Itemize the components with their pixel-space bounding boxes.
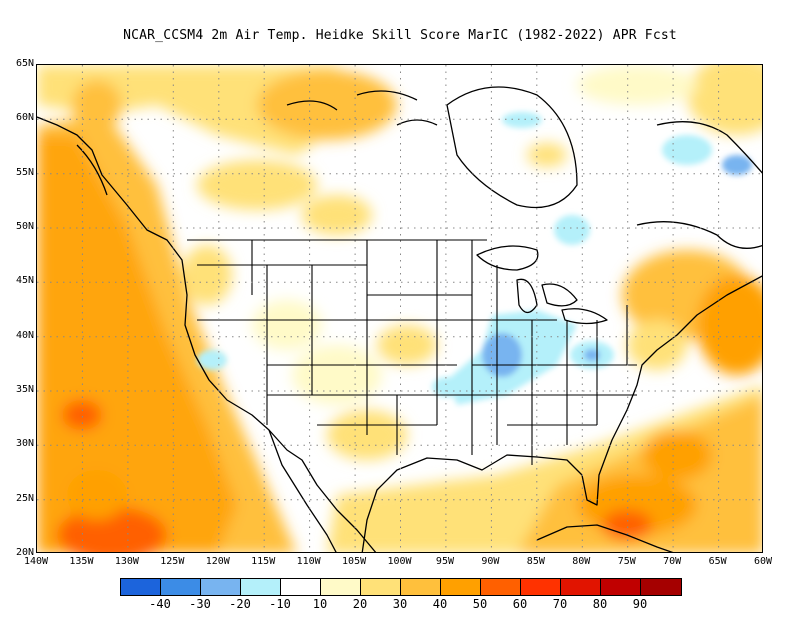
- lon-tick-label: 110W: [296, 556, 321, 567]
- colorbar: [120, 578, 682, 596]
- colorbar-label: 90: [632, 597, 648, 611]
- coastlines: [37, 86, 762, 552]
- lat-tick-label: 65N: [15, 58, 34, 69]
- lon-tick-label: 90W: [481, 556, 500, 567]
- lat-tick-label: 45N: [15, 275, 34, 287]
- lon-tick-label: 65W: [708, 556, 727, 567]
- lat-tick-label: 35N: [15, 383, 34, 395]
- lon-tick-label: 60W: [754, 556, 773, 567]
- colorbar-label: 60: [512, 597, 528, 611]
- colorbar-swatch: [641, 579, 681, 595]
- colorbar-swatch: [361, 579, 401, 595]
- lat-tick-label: 20N: [15, 546, 34, 558]
- lon-tick-label: 85W: [526, 556, 545, 567]
- colorbar-label: -30: [189, 597, 211, 611]
- colorbar-label: 30: [392, 597, 408, 611]
- colorbar-label: 10: [312, 597, 328, 611]
- lon-tick-label: 120W: [205, 556, 230, 567]
- colorbar-swatch: [121, 579, 161, 595]
- colorbar-swatch: [281, 579, 321, 595]
- lon-tick-label: 80W: [572, 556, 591, 567]
- colorbar-label: 40: [432, 597, 448, 611]
- lat-tick-label: 50N: [15, 220, 34, 232]
- colorbar-label: 80: [592, 597, 608, 611]
- colorbar-swatch: [481, 579, 521, 595]
- lon-tick-label: 70W: [663, 556, 682, 567]
- map-title: NCAR_CCSM4 2m Air Temp. Heidke Skill Sco…: [123, 28, 677, 43]
- lon-tick-label: 100W: [387, 556, 412, 567]
- lon-tick-label: 130W: [114, 556, 139, 567]
- colorbar-swatch: [441, 579, 481, 595]
- lat-tick-label: 30N: [15, 438, 34, 450]
- colorbar-swatch: [401, 579, 441, 595]
- lon-tick-label: 115W: [251, 556, 276, 567]
- lon-tick-label: 95W: [435, 556, 454, 567]
- lon-tick-label: 105W: [342, 556, 367, 567]
- skill-score-map: [36, 64, 763, 553]
- negative-skill-areas: [197, 112, 752, 405]
- colorbar-label: -20: [229, 597, 251, 611]
- lon-tick-label: 135W: [69, 556, 94, 567]
- colorbar-swatch: [601, 579, 641, 595]
- lon-tick-label: 75W: [617, 556, 636, 567]
- colorbar-label: 70: [552, 597, 568, 611]
- colorbar-label: -10: [269, 597, 291, 611]
- lon-tick-label: 140W: [23, 556, 49, 567]
- lon-tick-label: 125W: [160, 556, 185, 567]
- colorbar-swatch: [521, 579, 561, 595]
- state-borders: [187, 239, 637, 465]
- colorbar-swatch: [161, 579, 201, 595]
- colorbar-swatch: [561, 579, 601, 595]
- lat-tick-label: 60N: [15, 112, 34, 124]
- skill-field: [37, 65, 762, 552]
- lat-tick-label: 55N: [15, 166, 34, 178]
- colorbar-swatch: [201, 579, 241, 595]
- colorbar-label: -40: [149, 597, 171, 611]
- colorbar-swatch: [241, 579, 281, 595]
- colorbar-label: 20: [352, 597, 368, 611]
- colorbar-swatch: [321, 579, 361, 595]
- lat-tick-label: 40N: [15, 329, 34, 341]
- lat-tick-label: 25N: [15, 492, 34, 504]
- colorbar-label: 50: [472, 597, 488, 611]
